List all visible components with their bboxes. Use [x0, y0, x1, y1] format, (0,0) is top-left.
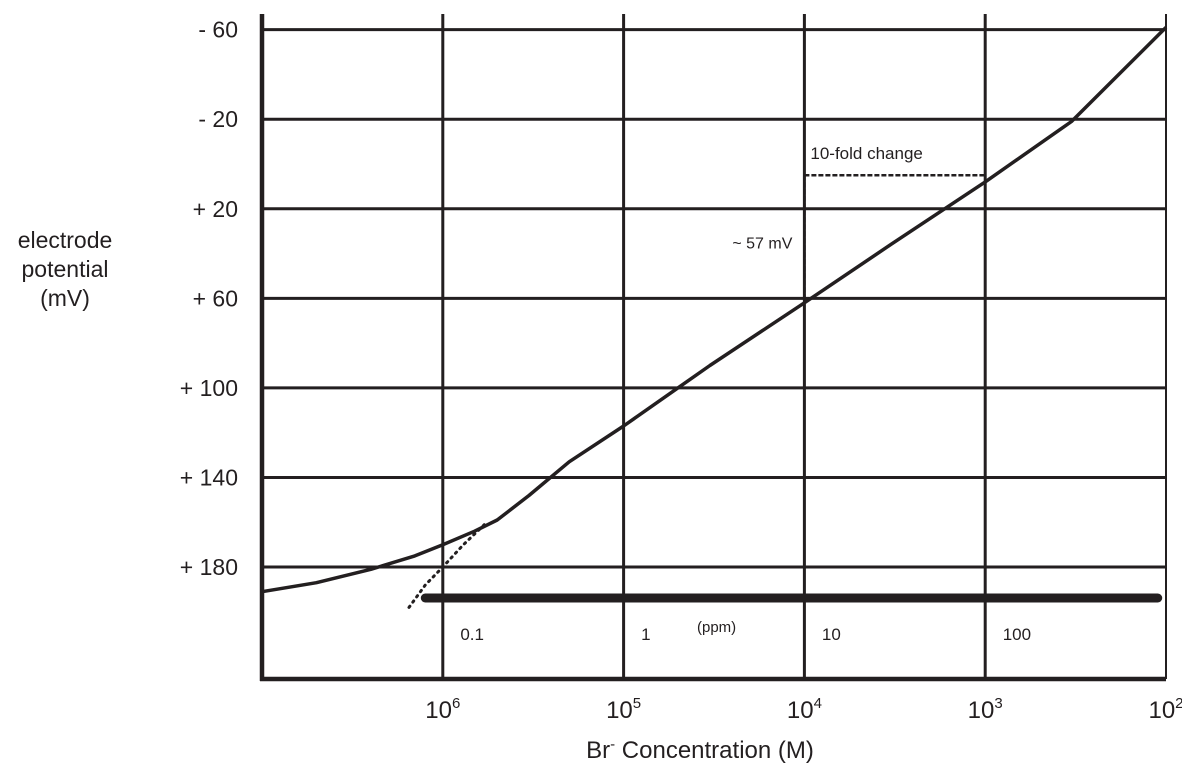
y-axis-label-line: (mV): [40, 285, 90, 311]
calibration-curve-line: [261, 26, 1168, 594]
ppm-scale: 0.1 1 10 100 (ppm): [420, 593, 1163, 644]
x-axis-label-sup: -: [610, 736, 616, 753]
annotations: 10-fold change ~ 57 mV: [732, 144, 986, 303]
y-tick-label: + 180: [180, 554, 238, 580]
y-axis-label: electrode potential (mV): [0, 226, 130, 313]
ppm-unit-label: (ppm): [697, 619, 736, 636]
ppm-tick-label: 1: [641, 625, 650, 644]
x-axis-label: Br- Concentration (M): [500, 736, 900, 766]
y-tick-label: + 60: [193, 285, 238, 311]
y-tick-label: + 100: [180, 375, 238, 401]
y-tick-label: + 140: [180, 464, 238, 490]
x-tick-label: 102: [1148, 695, 1182, 724]
ppm-tick-label: 100: [1003, 625, 1031, 644]
grid-lines: [262, 14, 1166, 679]
x-axis-label-rest: Concentration (M): [615, 737, 814, 764]
x-tick-label: 105: [606, 695, 641, 724]
y-tick-label: + 20: [193, 196, 238, 222]
ppm-tick-label: 10: [822, 625, 841, 644]
y-tick-label: - 60: [198, 17, 238, 43]
ppm-tick-label: 0.1: [460, 625, 484, 644]
y-axis-label-line: electrode: [17, 227, 113, 253]
x-tick-label: 106: [425, 695, 460, 724]
tick-labels: - 60 - 20 + 20 + 60 + 100 + 140 + 180 106 105 104…: [180, 17, 1182, 724]
y-axis-label-line: potential: [21, 256, 109, 282]
x-tick-label: 103: [968, 695, 1003, 724]
axes: [259, 14, 1167, 682]
data-series: [261, 26, 1168, 609]
dotted-extrapolation-line: [407, 523, 486, 609]
x-axis-label-prefix: Br: [586, 737, 611, 764]
mv-change-label: ~ 57 mV: [732, 235, 792, 252]
y-tick-label: - 20: [198, 106, 238, 132]
x-tick-label: 104: [787, 695, 822, 724]
fold-change-label: 10-fold change: [810, 144, 922, 163]
